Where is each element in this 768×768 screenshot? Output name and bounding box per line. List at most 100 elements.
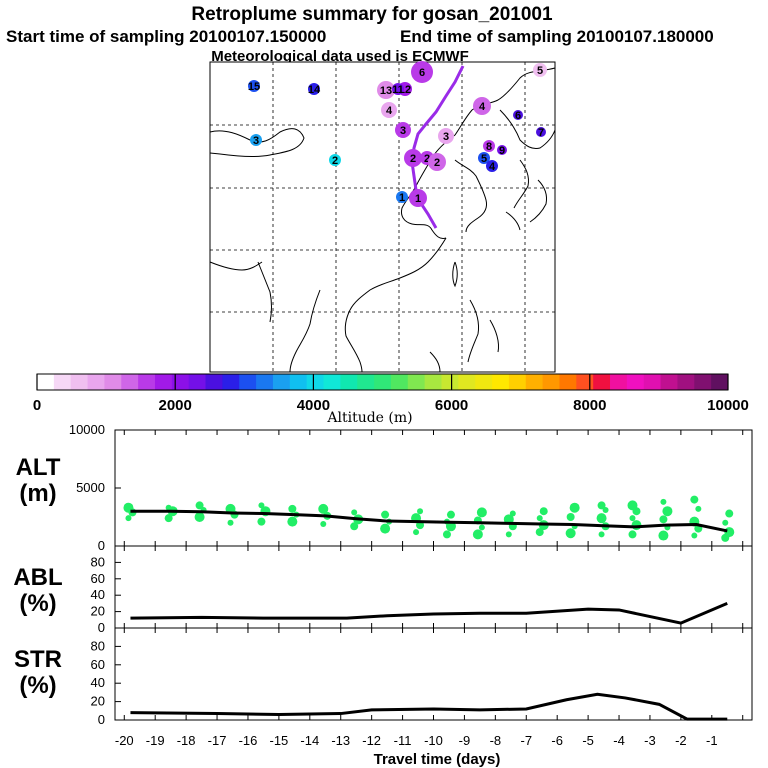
str-line bbox=[130, 692, 728, 721]
colorbar-cell bbox=[53, 374, 72, 390]
x-tick-label: -12 bbox=[362, 733, 381, 748]
str-panel-unit: (%) bbox=[19, 672, 56, 699]
x-tick-label: -18 bbox=[177, 733, 196, 748]
alt-ytick-label: 5000 bbox=[76, 480, 105, 495]
alt-cluster-dot bbox=[350, 522, 359, 531]
colorbar-cell bbox=[390, 374, 409, 390]
alt-panel: ALT (m) 10000 5000 0 bbox=[16, 422, 753, 553]
alt-cluster-dot bbox=[659, 515, 668, 524]
x-tick-label: -16 bbox=[239, 733, 258, 748]
colorbar-cell bbox=[121, 374, 139, 390]
colorbar-cell bbox=[576, 374, 594, 390]
colorbar-cell bbox=[643, 374, 662, 390]
colorbar-cell bbox=[593, 374, 611, 390]
colorbar-cell bbox=[660, 374, 678, 390]
alt-cluster-dot bbox=[597, 501, 606, 510]
colorbar-cell bbox=[70, 374, 89, 390]
colorbar-cell bbox=[677, 374, 695, 390]
colorbar-cell bbox=[323, 374, 341, 390]
alt-cluster-dot bbox=[257, 517, 266, 526]
alt-cluster-dot bbox=[695, 505, 702, 512]
colorbar-cell bbox=[188, 374, 207, 390]
str-plot-frame bbox=[114, 627, 753, 721]
alt-cluster-dot bbox=[351, 509, 358, 516]
colorbar-title: Altitude (m) bbox=[326, 410, 412, 426]
alt-cluster-dot bbox=[627, 500, 638, 511]
alt-cluster-dot bbox=[662, 506, 673, 517]
str-panel: STR (%) 80 60 40 20 0 bbox=[14, 627, 753, 727]
map-marker-dot bbox=[381, 102, 397, 118]
colorbar-cell bbox=[138, 374, 156, 390]
x-tick-label: -1 bbox=[706, 733, 718, 748]
start-time-label: Start time of sampling 20100107.150000 bbox=[6, 27, 326, 46]
colorbar-cell bbox=[222, 374, 240, 390]
map-coastlines bbox=[209, 67, 556, 373]
alt-cluster-dot bbox=[478, 524, 485, 531]
alt-cluster-dot bbox=[258, 502, 265, 509]
alt-median-line bbox=[130, 509, 728, 533]
x-tick-label: -5 bbox=[582, 733, 594, 748]
abl-panel-label: ABL bbox=[13, 564, 62, 591]
colorbar-cell bbox=[205, 374, 223, 390]
colorbar-cell bbox=[475, 374, 493, 390]
map-marker-dot bbox=[250, 134, 262, 146]
str-ytick-label: 20 bbox=[91, 694, 105, 709]
colorbar-cell bbox=[256, 374, 274, 390]
alt-cluster-dot bbox=[596, 513, 607, 524]
colorbar-cell bbox=[87, 374, 105, 390]
map-marker-dot bbox=[248, 80, 260, 92]
alt-cluster-dot bbox=[569, 502, 580, 513]
map-marker-label: 2 bbox=[410, 153, 416, 165]
map-marker-dot bbox=[483, 140, 495, 152]
abl-ytick-label: 80 bbox=[91, 554, 105, 569]
map-marker-dot bbox=[438, 128, 454, 144]
colorbar-cell bbox=[508, 374, 527, 390]
alt-cluster-dot bbox=[472, 529, 483, 540]
map-marker-label: 3 bbox=[443, 131, 449, 143]
alt-cluster-dot bbox=[164, 514, 173, 523]
str-ytick-label: 40 bbox=[91, 675, 105, 690]
str-ytick-label: 60 bbox=[91, 657, 105, 672]
x-tick-label: -8 bbox=[490, 733, 502, 748]
map-marker-dot bbox=[329, 154, 341, 166]
x-tick-label: -13 bbox=[331, 733, 350, 748]
colorbar-tick-label: 6000 bbox=[435, 397, 468, 414]
alt-cluster-dot bbox=[505, 531, 512, 538]
alt-cluster-dot bbox=[565, 528, 576, 539]
alt-cluster-dot bbox=[125, 515, 132, 522]
x-axis: -20 -19 -18 -17 -16 -15 -14 -13 -12 -11 -10 -9 -8 -7 -… bbox=[115, 733, 718, 748]
colorbar-cell bbox=[711, 374, 729, 390]
abl-ytick-label: 60 bbox=[91, 571, 105, 586]
map-marker-label: 2 bbox=[424, 153, 430, 165]
map-marker-label: 4 bbox=[386, 105, 393, 117]
map-marker-dot bbox=[411, 61, 433, 83]
map-marker-dot bbox=[308, 83, 320, 95]
x-tick-label: -17 bbox=[208, 733, 227, 748]
str-ytick-label: 0 bbox=[98, 712, 105, 727]
colorbar-cell bbox=[610, 374, 628, 390]
alt-cluster-dot bbox=[566, 513, 575, 521]
alt-panel-unit: (m) bbox=[19, 480, 56, 507]
colorbar-cell bbox=[357, 374, 375, 390]
map-marker-dot bbox=[395, 122, 411, 138]
alt-cluster-dot bbox=[417, 508, 424, 515]
map-marker-dot bbox=[377, 81, 395, 99]
alt-ytick-label: 10000 bbox=[69, 422, 105, 437]
colorbar-cell bbox=[492, 374, 510, 390]
abl-ytick-label: 0 bbox=[98, 620, 105, 635]
alt-panel-label: ALT bbox=[16, 454, 61, 481]
map-marker-dot bbox=[533, 63, 547, 77]
x-tick-label: -11 bbox=[394, 733, 412, 748]
map-marker-label: 5 bbox=[537, 65, 543, 77]
alt-cluster-dot bbox=[318, 503, 329, 514]
map-marker-label: 6 bbox=[419, 67, 425, 79]
colorbar-cell bbox=[37, 374, 55, 390]
altitude-colorbar: 0 2000 4000 6000 8000 10000 Altitude (m) bbox=[33, 373, 749, 426]
colorbar-cell bbox=[171, 374, 190, 390]
alt-cluster-dot bbox=[476, 507, 487, 518]
alt-cluster-dot bbox=[194, 512, 205, 522]
colorbar-tick-label: 0 bbox=[33, 397, 41, 414]
abl-ytick-label: 40 bbox=[91, 587, 105, 602]
